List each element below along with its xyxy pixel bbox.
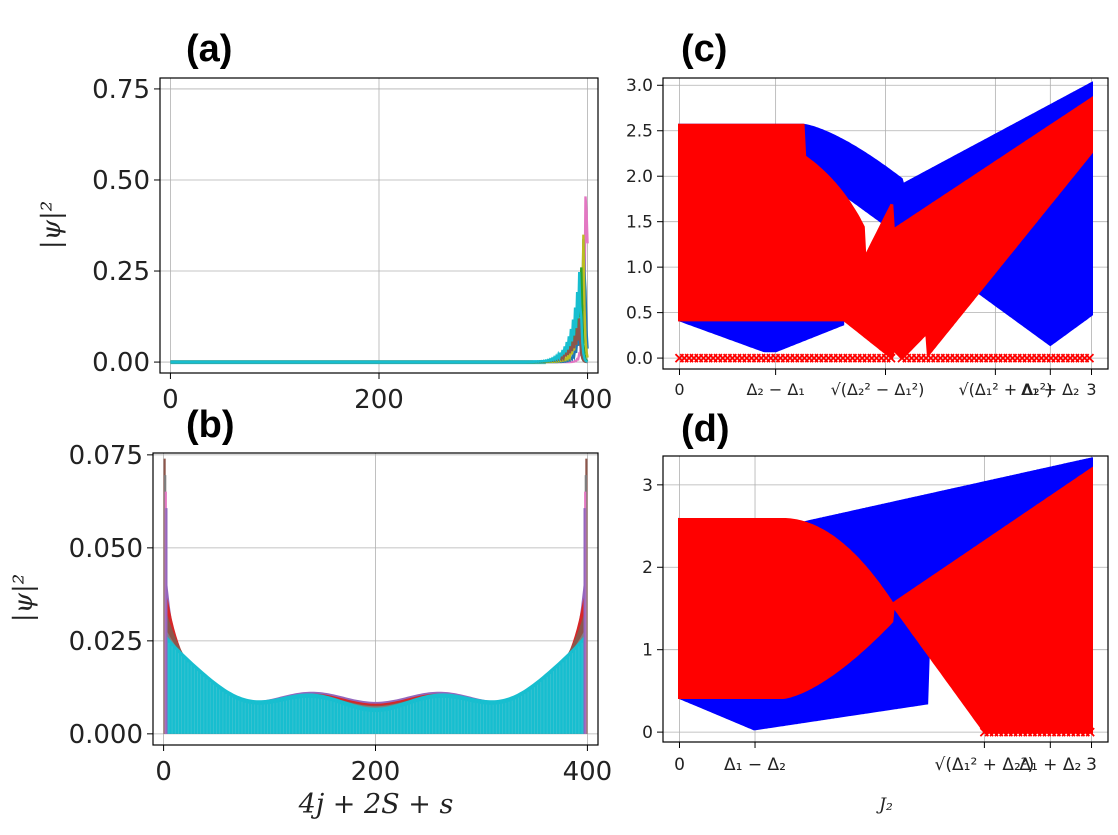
panel-b-plot-area xyxy=(163,458,588,734)
y-tick-label: 0.0 xyxy=(626,349,653,369)
y-tick-label: 1 xyxy=(642,641,653,661)
series-red-band xyxy=(678,466,1093,734)
y-tick-label: 2.0 xyxy=(626,167,653,187)
panel-a-label: (a) xyxy=(186,28,232,70)
y-tick-label: 0.050 xyxy=(69,534,143,564)
x-tick-label: 0 xyxy=(674,380,684,399)
x-tick-label: 3 xyxy=(1086,755,1097,775)
x-tick-label: √(Δ₁² + Δ₂²) xyxy=(935,755,1035,775)
panel-d-frame xyxy=(662,455,1109,743)
panel-b-label: (b) xyxy=(186,404,235,446)
x-tick-label: √(Δ₁² + Δ₂²) xyxy=(958,380,1052,399)
series-red-band xyxy=(678,96,1093,361)
y-tick-label: 0.5 xyxy=(626,304,653,324)
zero-mode-marker xyxy=(1085,727,1095,737)
y-tick-label: 0.000 xyxy=(69,720,143,750)
y-tick-label: 1.5 xyxy=(626,213,653,233)
y-tick-label: 2.5 xyxy=(626,122,653,142)
panel-b-ticks: 0 200 400 0.000 0.025 0.050 0.075 xyxy=(69,441,613,787)
x-tick-label: 400 xyxy=(563,757,613,787)
panel-a-ticks: 0 200 400 0.00 0.25 0.50 0.75 xyxy=(92,75,612,415)
y-tick-label: 0.50 xyxy=(92,166,150,196)
panel-b-ylabel: |ψ|² xyxy=(9,574,39,622)
y-tick-label: 0.025 xyxy=(69,627,143,657)
y-tick-label: 0.00 xyxy=(92,348,150,378)
panel-d-xlabel: J₂ xyxy=(876,795,893,815)
y-tick-label: 0.75 xyxy=(92,75,150,105)
y-tick-label: 1.0 xyxy=(626,258,653,278)
y-tick-label: 3.0 xyxy=(626,76,653,96)
series-edge-state-6 xyxy=(170,272,588,364)
panel-a-ylabel: |ψ|² xyxy=(37,201,67,249)
x-tick-label: Δ₁ + Δ₂ xyxy=(1021,380,1079,399)
y-tick-label: 2 xyxy=(642,558,653,578)
panel-c-label: (c) xyxy=(681,28,727,70)
y-tick-label: 0 xyxy=(642,723,653,743)
panel-a-plot-area xyxy=(170,196,589,365)
x-tick-label: 0 xyxy=(155,757,172,787)
panel-a: (a) 0 200 400 0.00 0.25 0.50 0.75 |ψ|² xyxy=(37,28,612,415)
panel-d-label: (d) xyxy=(681,408,730,450)
x-tick-label: 3 xyxy=(1086,380,1096,399)
panel-c-ticks: 0 Δ₂ − Δ₁ √(Δ₂² − Δ₁²) √(Δ₁² + Δ₂²)Δ₁ + Δ₂ 3… xyxy=(626,76,1097,399)
x-tick-label: 200 xyxy=(354,385,404,415)
panel-b-xlabel: 4j + 2S + s xyxy=(298,789,454,820)
x-tick-label: 0 xyxy=(674,755,685,775)
x-tick-label: √(Δ₂² − Δ₁²) xyxy=(831,380,925,399)
x-tick-label: Δ₁ − Δ₂ xyxy=(724,755,786,775)
x-tick-label: 400 xyxy=(563,385,613,415)
x-tick-label: 200 xyxy=(351,757,401,787)
bulk-layer xyxy=(163,634,588,734)
zero-mode-marker xyxy=(1084,353,1095,363)
panel-c-plot-area xyxy=(674,81,1095,363)
x-tick-label: Δ₁ + Δ₂ xyxy=(1019,755,1081,775)
y-tick-label: 0.25 xyxy=(92,257,150,287)
zero-mode-marker xyxy=(886,353,896,363)
y-tick-label: 0.075 xyxy=(69,441,143,471)
x-tick-label: 0 xyxy=(162,385,179,415)
panel-b: (b) 0 200 400 0.000 0.025 0.050 0.075 |ψ|² 4j … xyxy=(9,404,612,820)
y-tick-label: 3 xyxy=(642,476,653,496)
x-tick-label: Δ₂ − Δ₁ xyxy=(746,380,804,399)
panel-d-plot-area xyxy=(678,457,1095,737)
panel-c: (c) 0 Δ₂ − Δ₁ √(Δ₂² − Δ₁²) √(Δ₁² + Δ₂²)Δ₁ +… xyxy=(626,28,1109,399)
